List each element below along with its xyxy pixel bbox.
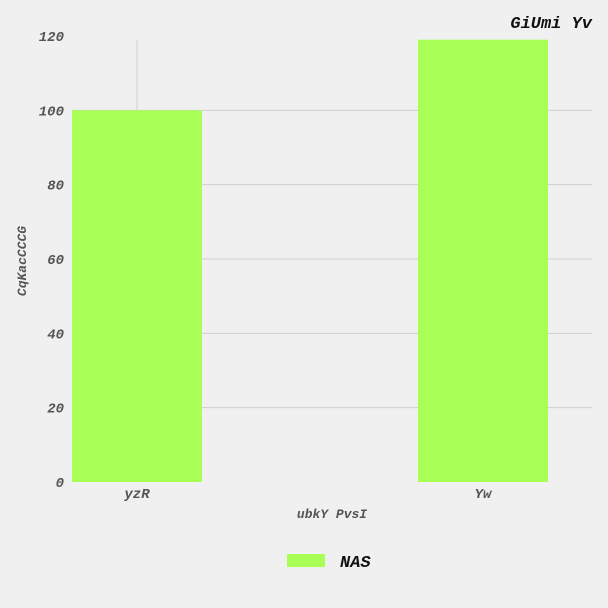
legend-label: NAS (340, 554, 371, 573)
y-tick-label: 120 (39, 30, 64, 46)
y-tick-labels: 0 20 40 60 80 100 120 (39, 30, 64, 492)
y-tick-label: 80 (47, 179, 64, 195)
y-tick-label: 60 (47, 253, 64, 269)
y-tick-label: 40 (47, 327, 64, 343)
chart-title: GiUmi Yv (510, 15, 592, 34)
y-axis-label: CqKacCCCG (15, 226, 30, 296)
y-tick-label: 0 (56, 476, 64, 492)
x-tick-label: yzR (123, 487, 150, 503)
y-tick-label: 20 (47, 402, 64, 418)
bar-yzR (72, 110, 202, 482)
x-axis-label: ubkY PvsI (297, 507, 367, 522)
legend: NAS (287, 554, 371, 573)
legend-swatch (287, 554, 325, 567)
y-tick-label: 100 (39, 104, 64, 120)
x-tick-labels: yzR Yw (123, 487, 493, 503)
bar-Yw (418, 39, 548, 482)
x-tick-label: Yw (475, 487, 493, 503)
bars (72, 39, 548, 482)
